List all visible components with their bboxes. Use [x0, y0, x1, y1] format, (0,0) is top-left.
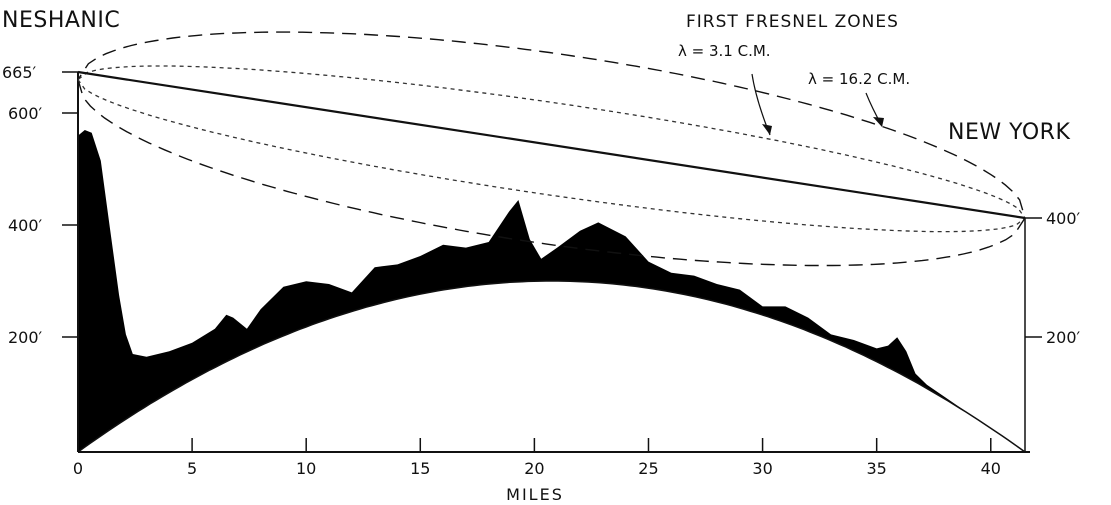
left-elev-label-200: 200′	[8, 328, 43, 347]
right-elev-label-200: 200′	[1046, 328, 1081, 347]
left-elev-label-400: 400′	[8, 216, 43, 235]
lambda-long-label: λ = 16.2 C.M.	[808, 70, 910, 88]
x-tick-label-20: 20	[524, 459, 544, 478]
x-tick-label-30: 30	[752, 459, 772, 478]
x-axis-ticks: 0 5 10 15 20 25 30 35 40	[73, 438, 1001, 478]
left-elevation-ticks	[62, 71, 78, 338]
origin-label: NESHANIC	[2, 8, 120, 33]
fresnel-zones-title: FIRST FRESNEL ZONES	[686, 12, 899, 32]
lambda-short-label: λ = 3.1 C.M.	[678, 42, 771, 60]
x-tick-label-40: 40	[981, 459, 1001, 478]
fresnel-zones-group	[77, 31, 1026, 267]
destination-label: NEW YORK	[948, 120, 1070, 145]
arrow-16cm-head	[873, 117, 884, 127]
right-elev-label-400: 400′	[1046, 209, 1081, 228]
fresnel-zone-3cm	[77, 65, 1026, 233]
x-tick-label-35: 35	[866, 459, 886, 478]
arrow-3cm-head	[762, 124, 772, 135]
earth-curvature-line	[77, 280, 1026, 453]
left-elev-label-665: 665′	[2, 63, 37, 82]
zone-pointer-arrows	[751, 73, 884, 136]
x-tick-label-15: 15	[410, 459, 430, 478]
x-tick-label-10: 10	[296, 459, 316, 478]
right-elevation-ticks	[1025, 217, 1042, 338]
line-of-sight	[77, 70, 1026, 220]
x-tick-label-0: 0	[73, 459, 83, 478]
terrain-profile-fill	[78, 130, 1025, 452]
left-elev-label-600: 600′	[8, 104, 43, 123]
x-tick-label-5: 5	[187, 459, 197, 478]
x-axis-title: MILES	[506, 485, 564, 504]
x-tick-label-25: 25	[638, 459, 658, 478]
